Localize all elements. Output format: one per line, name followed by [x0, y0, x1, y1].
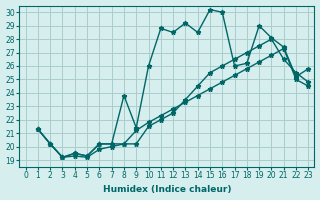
X-axis label: Humidex (Indice chaleur): Humidex (Indice chaleur)	[103, 185, 231, 194]
